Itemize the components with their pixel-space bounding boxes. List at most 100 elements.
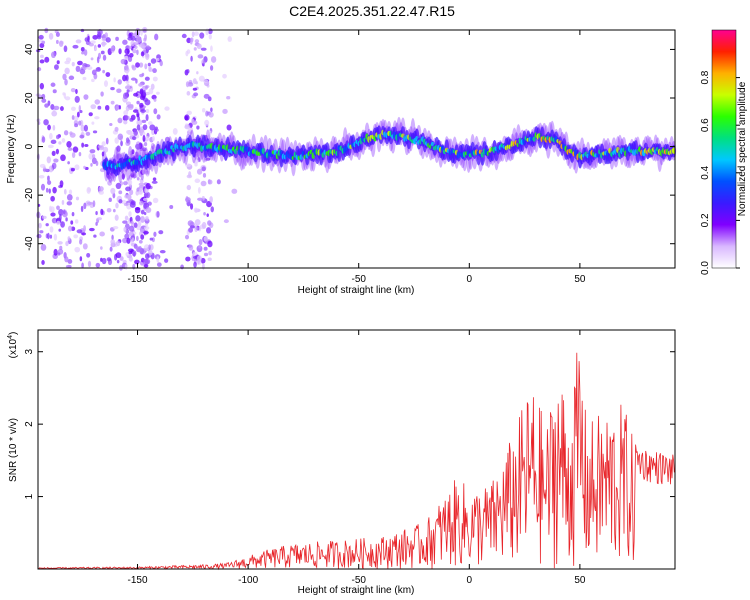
spectrogram-speckle xyxy=(152,197,159,204)
spectrogram-speckle xyxy=(149,124,156,131)
y-tick-label: 20 xyxy=(24,92,35,104)
spectrogram-speckle xyxy=(133,222,138,228)
spectrogram-speckle xyxy=(159,250,166,254)
spectrogram-speckle xyxy=(122,39,128,45)
spectrogram-speckle xyxy=(143,264,149,268)
spectrogram-speckle xyxy=(88,227,95,232)
spectrogram-speckle xyxy=(50,195,55,202)
snr-panel: -150 -100 -50 0 50 1 2 3 Height of straight li… xyxy=(7,329,676,596)
spectrogram-speckle xyxy=(60,154,66,162)
spectrogram-speckle xyxy=(113,208,116,213)
colorbar-ticks: 0.0 0.2 0.4 0.6 0.8 xyxy=(700,70,740,275)
spectrogram-speckle xyxy=(60,221,65,228)
spectrogram-speckle xyxy=(198,239,203,246)
spectrogram-speckle xyxy=(79,109,83,114)
spectrogram-speckle xyxy=(123,226,127,233)
spectrogram-speckle xyxy=(193,31,199,36)
spectrogram-speckle xyxy=(83,49,88,56)
spectrogram-speckle xyxy=(192,87,197,91)
spectrogram-speckle xyxy=(76,229,83,234)
spectrogram-speckle xyxy=(200,47,207,51)
spectrogram-speckle xyxy=(115,202,119,209)
spectrogram-speckle xyxy=(65,217,68,222)
spectrogram-speckle xyxy=(200,180,207,187)
spectrogram-speckle xyxy=(122,74,127,82)
spectrogram-speckle xyxy=(36,233,42,239)
spectrogram-speckle xyxy=(80,205,84,213)
spectrogram-speckle xyxy=(156,210,160,218)
page-title: C2E4.2025.351.22.47.R15 xyxy=(289,3,455,19)
spectrogram-speckle xyxy=(152,177,157,181)
spectrogram-speckle xyxy=(67,259,73,264)
spectrogram-speckle xyxy=(62,209,66,215)
spectrogram-speckle xyxy=(191,120,198,125)
spectrogram-speckle xyxy=(130,77,137,81)
spectrogram-speckle xyxy=(131,149,135,155)
spectrogram-speckle xyxy=(190,55,193,62)
spectrogram-speckle xyxy=(139,200,144,206)
spectrogram-speckle xyxy=(106,257,112,262)
x-tick-label: -50 xyxy=(351,575,366,586)
spectrogram-speckle xyxy=(145,53,150,60)
spectrogram-speckle xyxy=(64,96,71,101)
spectrogram-speckle xyxy=(142,258,149,266)
spectrogram-speckle xyxy=(185,163,192,168)
spectrogram-speckle xyxy=(47,144,54,149)
spectrogram-speckle xyxy=(198,245,202,249)
spectrogram-speckle xyxy=(64,78,68,86)
spectrogram-speckle xyxy=(56,220,61,226)
y-tick-label: 0 xyxy=(24,143,35,149)
spectrogram-speckle xyxy=(74,95,80,103)
spectrogram-speckle xyxy=(120,140,123,147)
spectrogram-speckle xyxy=(203,252,209,257)
spectrogram-speckle xyxy=(216,179,221,185)
spectrogram-speckle xyxy=(59,180,64,188)
spectrogram-speckles xyxy=(35,26,238,271)
spectrogram-speckle xyxy=(42,168,49,172)
spectrogram-speckle xyxy=(143,37,147,42)
spectrogram-speckle xyxy=(143,211,147,216)
spectrogram-speckle xyxy=(118,48,122,55)
spectrogram-speckle xyxy=(133,92,139,97)
spectrogram-speckle xyxy=(40,183,46,191)
spectrogram-speckle xyxy=(68,189,73,195)
spectrogram-speckle xyxy=(145,216,149,221)
colorbar-gradient xyxy=(711,29,737,269)
spectrogram-speckle xyxy=(53,105,60,111)
spectrogram-speckle xyxy=(126,237,131,244)
spectrogram-speckle xyxy=(52,124,56,131)
spectrogram-speckle xyxy=(185,197,191,203)
spectrogram-speckle xyxy=(50,104,55,110)
spectrogram-speckle xyxy=(63,188,67,195)
spectrogram-speckle xyxy=(143,230,149,235)
spectrogram-speckle xyxy=(132,109,139,113)
spectrogram-speckle xyxy=(91,121,95,125)
spectrogram-speckle xyxy=(127,56,133,62)
spectrogram-speckle xyxy=(201,107,206,113)
spectrogram-speckle xyxy=(71,212,75,217)
snr-y-multiplier: (x104) xyxy=(7,332,19,359)
colorbar-label: Normalized spectral amplitude xyxy=(737,81,748,216)
spectrogram-speckle xyxy=(75,196,80,201)
spectrogram-speckle xyxy=(39,82,45,90)
spectrogram-speckle xyxy=(66,140,72,148)
spectrogram-speckle xyxy=(186,184,192,191)
spectrogram-speckle xyxy=(164,106,170,111)
spectrogram-speckle xyxy=(136,35,142,43)
spectrogram-speckle xyxy=(201,221,207,229)
spectrogram-speckle xyxy=(207,220,212,226)
spectrogram-speckle xyxy=(38,175,45,179)
y-tick-label: 40 xyxy=(24,43,35,55)
spectrogram-speckle xyxy=(63,130,69,136)
spectrogram-speckle xyxy=(96,217,103,221)
spectrogram-speckle xyxy=(70,106,76,111)
spectrogram-speckle xyxy=(156,114,161,120)
spectrogram-speckle xyxy=(123,110,129,116)
spectrogram-speckle xyxy=(78,105,82,112)
spectrogram-speckle xyxy=(152,68,157,74)
spectrogram-speckle xyxy=(94,47,98,51)
spectrogram-speckle xyxy=(77,60,83,66)
spectrogram-speckle xyxy=(144,63,148,70)
spectrogram-speckle xyxy=(145,170,150,177)
spectrogram-speckle xyxy=(141,167,146,175)
